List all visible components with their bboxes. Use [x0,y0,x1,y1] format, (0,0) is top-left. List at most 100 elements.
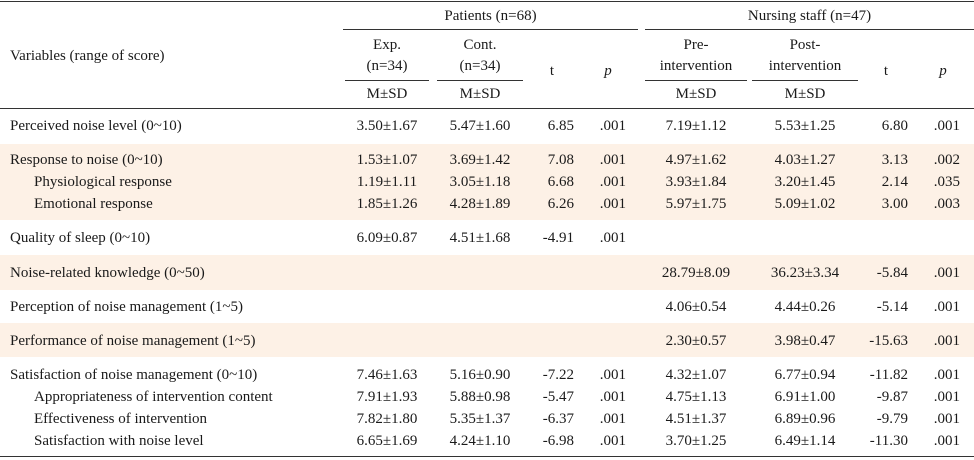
cell-st: -11.30 [869,433,908,449]
cell-sp: .001 [933,333,960,349]
cell-exp: 6.09±0.87 [356,230,418,246]
cell-pt: -7.22 [542,367,574,383]
cell-pp: .001 [599,367,626,383]
cell-pp: .001 [599,433,626,449]
sub-row-label: Emotional response [34,196,153,212]
row-label: Noise-related knowledge (0~50) [10,265,205,281]
cont-header-line2: (n=34) [459,58,501,74]
exp-sub-rule [345,80,429,81]
cell-cont: 5.35±1.37 [449,411,511,427]
cont-sub-rule [437,80,523,81]
cell-sp: .001 [933,411,960,427]
cell-cont: 4.51±1.68 [449,230,511,246]
cell-pp: .001 [599,152,626,168]
cell-st: 3.00 [881,196,908,212]
cell-pp: .001 [599,230,626,246]
cell-post: 3.98±0.47 [774,333,836,349]
variables-header: Variables (range of score) [10,48,165,64]
row-label: Satisfaction of noise management (0~10) [10,367,258,383]
cell-sp: .001 [933,118,960,134]
cell-cont: 5.88±0.98 [449,389,511,405]
row-band [0,255,974,290]
row-label: Perception of noise management (1~5) [10,299,244,315]
post-sub-rule [752,80,858,81]
cell-pp: .001 [599,174,626,190]
top-rule [0,1,974,2]
cell-cont: 5.47±1.60 [449,118,511,134]
cell-pt: -6.98 [542,433,574,449]
cell-post: 6.91±1.00 [774,389,836,405]
pre-sub-rule [645,80,747,81]
cell-pre: 4.97±1.62 [665,152,727,168]
row-label: Performance of noise management (1~5) [10,333,256,349]
staff-p-header: p [939,63,947,79]
pre-header-line2: intervention [659,58,733,74]
cell-exp: 6.65±1.69 [356,433,418,449]
row-band [0,323,974,357]
exp-header-line1: Exp. [373,37,401,53]
sub-row-label: Physiological response [34,174,172,190]
patients-t-header: t [549,63,555,79]
cell-pre: 7.19±1.12 [665,118,727,134]
staff-group-rule [645,29,974,30]
cell-pt: 6.26 [547,196,574,212]
row-band [0,144,974,220]
patients-p-header: p [604,63,612,79]
cell-st: 6.80 [881,118,908,134]
cell-exp: 3.50±1.67 [356,118,418,134]
cell-sp: .002 [933,152,960,168]
cell-pre: 5.97±1.75 [665,196,727,212]
cell-st: 3.13 [881,152,908,168]
cell-cont: 4.28±1.89 [449,196,511,212]
post-header-line2: intervention [768,58,842,74]
cell-post: 4.03±1.27 [774,152,836,168]
pre-header-line1: Pre- [683,37,709,53]
cell-post: 36.23±3.34 [770,265,840,281]
cell-exp: 1.19±1.11 [356,174,418,190]
row-label: Quality of sleep (0~10) [10,230,151,246]
cell-sp: .001 [933,265,960,281]
patients-group-rule [343,29,638,30]
cell-exp: 1.53±1.07 [356,152,418,168]
cell-post: 5.53±1.25 [774,118,836,134]
cell-sp: .001 [933,389,960,405]
sub-row-label: Satisfaction with noise level [34,433,204,449]
bottom-rule [0,456,974,457]
cell-pt: -5.47 [542,389,574,405]
cell-exp: 7.82±1.80 [356,411,418,427]
cell-exp: 1.85±1.26 [356,196,418,212]
cell-pp: .001 [599,196,626,212]
cell-pt: -6.37 [542,411,574,427]
cell-pre: 4.06±0.54 [665,299,727,315]
cell-sp: .001 [933,433,960,449]
cell-pre: 2.30±0.57 [665,333,727,349]
cell-st: -11.82 [869,367,908,383]
cell-post: 4.44±0.26 [774,299,836,315]
cell-pre: 4.75±1.13 [665,389,727,405]
post-msd-header: M±SD [784,86,826,102]
cell-post: 6.89±0.96 [774,411,836,427]
cell-cont: 3.69±1.42 [449,152,511,168]
cell-pre: 28.79±8.09 [661,265,731,281]
cell-pre: 4.32±1.07 [665,367,727,383]
cell-pt: -4.91 [542,230,574,246]
cell-sp: .001 [933,299,960,315]
cell-sp: .001 [933,367,960,383]
cell-pt: 7.08 [547,152,574,168]
cell-cont: 5.16±0.90 [449,367,511,383]
cell-pt: 6.68 [547,174,574,190]
cont-header-line1: Cont. [463,37,497,53]
cell-exp: 7.46±1.63 [356,367,418,383]
cell-pre: 3.93±1.84 [665,174,727,190]
pre-msd-header: M±SD [675,86,717,102]
cell-pt: 6.85 [547,118,574,134]
cell-pp: .001 [599,411,626,427]
cell-cont: 4.24±1.10 [449,433,511,449]
cell-post: 5.09±1.02 [774,196,836,212]
staff-t-header: t [883,63,889,79]
cell-pp: .001 [599,118,626,134]
cell-pre: 4.51±1.37 [665,411,727,427]
exp-header-line2: (n=34) [366,58,408,74]
cell-st: -9.87 [876,389,908,405]
